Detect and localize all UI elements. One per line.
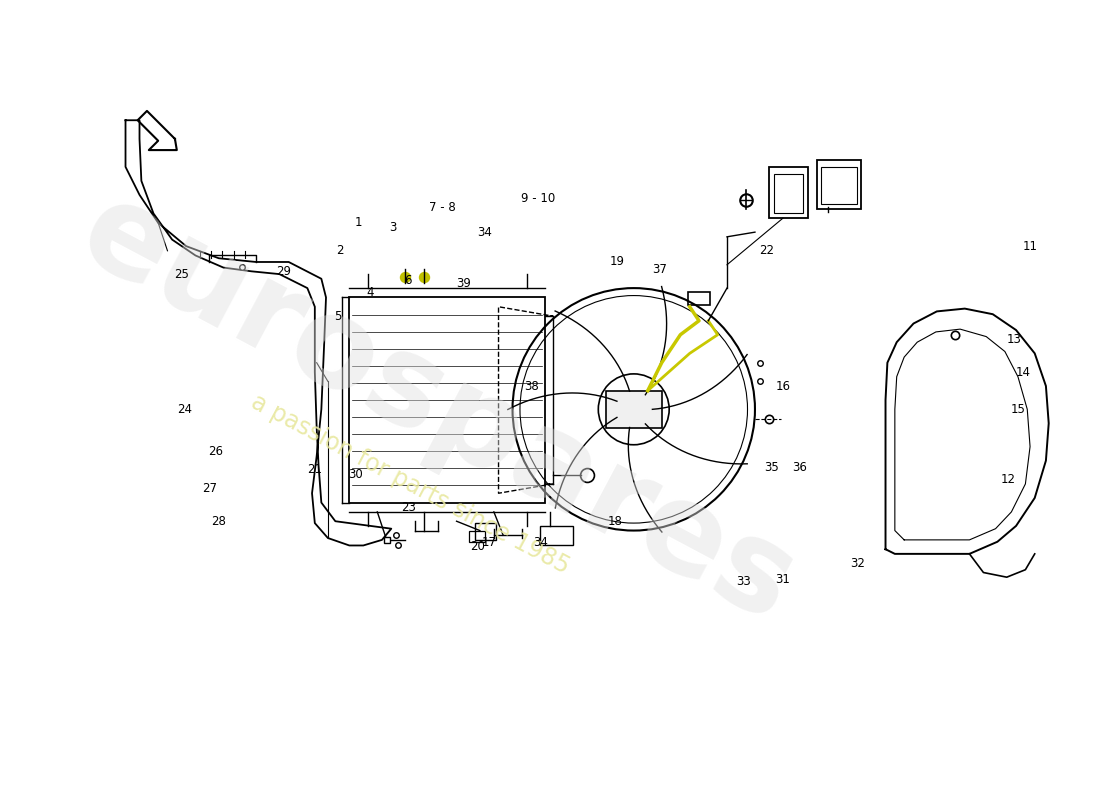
Bar <box>822 167 857 204</box>
Text: 31: 31 <box>776 573 791 586</box>
Text: 16: 16 <box>776 379 791 393</box>
Text: 34: 34 <box>477 226 492 238</box>
Text: 24: 24 <box>177 403 191 416</box>
Bar <box>475 523 496 540</box>
Text: 6: 6 <box>405 274 411 287</box>
Text: 14: 14 <box>1016 366 1031 378</box>
Text: 39: 39 <box>456 277 472 290</box>
Text: 1: 1 <box>355 216 362 230</box>
Text: 12: 12 <box>1001 473 1016 486</box>
Text: 26: 26 <box>209 445 223 458</box>
Text: 32: 32 <box>850 557 865 570</box>
Text: 36: 36 <box>792 461 807 474</box>
Text: 5: 5 <box>334 310 342 322</box>
Text: 22: 22 <box>759 244 773 258</box>
Bar <box>688 292 711 305</box>
Text: 29: 29 <box>276 265 292 278</box>
Text: 35: 35 <box>764 461 779 474</box>
Text: 23: 23 <box>400 501 416 514</box>
Text: 17: 17 <box>482 536 497 549</box>
Text: 20: 20 <box>470 540 484 553</box>
Bar <box>469 530 485 542</box>
Text: 21: 21 <box>307 463 322 477</box>
Text: 11: 11 <box>1023 240 1037 253</box>
Text: 3: 3 <box>389 221 397 234</box>
Text: 25: 25 <box>174 268 189 281</box>
Text: 2: 2 <box>337 244 343 258</box>
Text: 28: 28 <box>211 514 227 528</box>
Text: 9 - 10: 9 - 10 <box>520 192 554 205</box>
Bar <box>606 390 662 428</box>
Text: 18: 18 <box>607 514 623 528</box>
Bar <box>540 526 573 545</box>
Text: 15: 15 <box>1011 403 1025 416</box>
Bar <box>816 160 861 209</box>
Bar <box>350 298 546 502</box>
Text: 38: 38 <box>524 379 539 393</box>
Text: 27: 27 <box>202 482 217 495</box>
Text: 4: 4 <box>366 286 374 299</box>
Text: eurospares: eurospares <box>60 170 815 648</box>
Text: 37: 37 <box>652 263 668 276</box>
Text: 13: 13 <box>1006 333 1022 346</box>
Text: 34: 34 <box>534 536 548 549</box>
Text: 19: 19 <box>609 255 625 269</box>
Text: 33: 33 <box>736 575 751 588</box>
Text: a passion for parts since 1985: a passion for parts since 1985 <box>246 390 573 578</box>
Text: 30: 30 <box>349 468 363 481</box>
Bar <box>769 167 808 218</box>
Bar <box>773 174 803 214</box>
Text: 7 - 8: 7 - 8 <box>429 202 455 214</box>
